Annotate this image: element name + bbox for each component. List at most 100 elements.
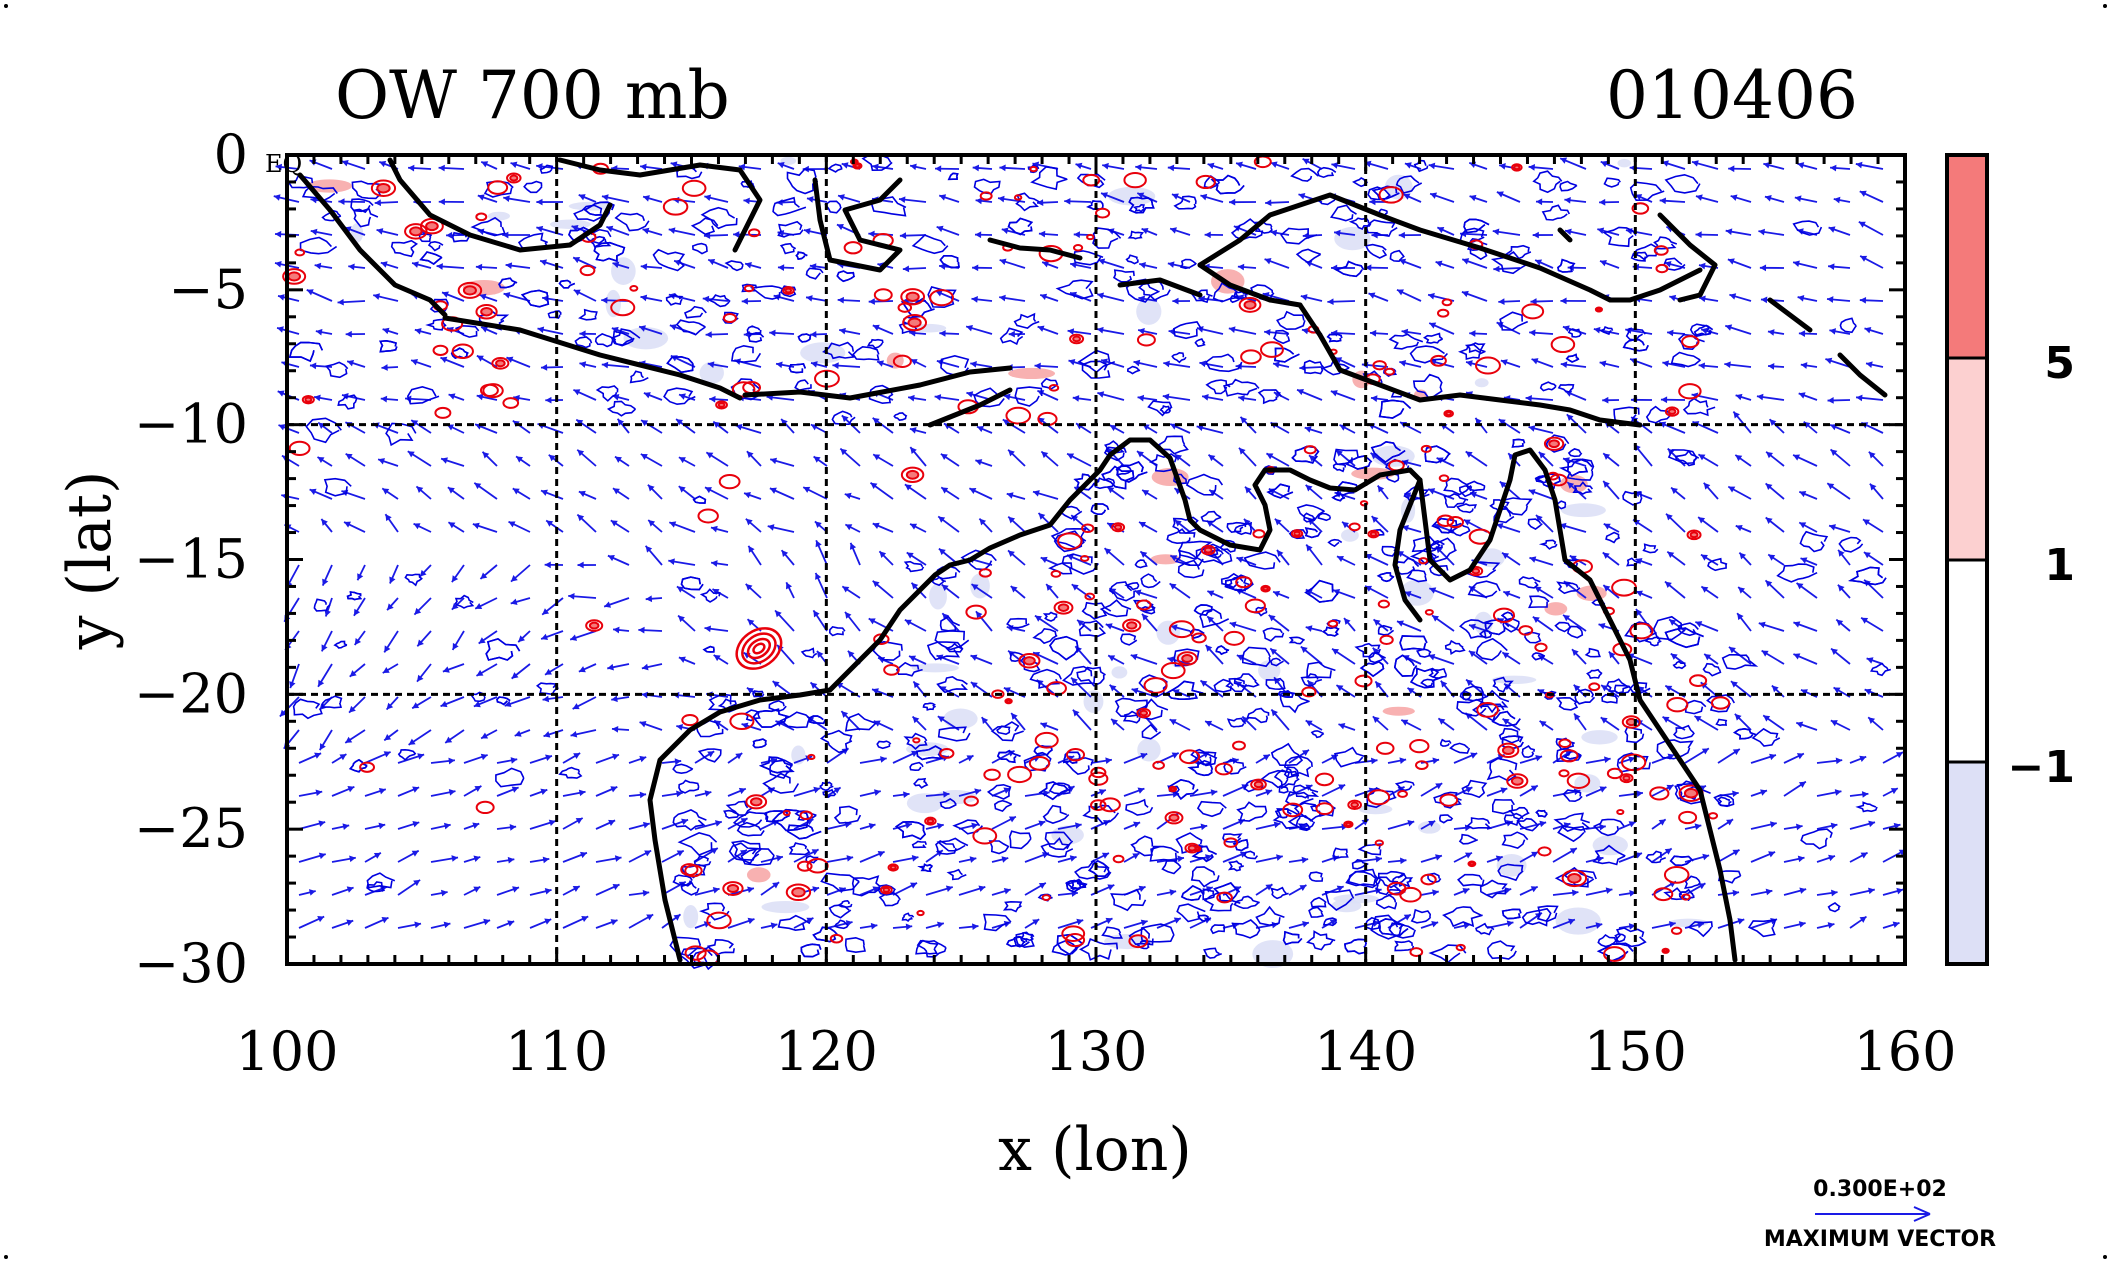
wind-vector-head	[1827, 922, 1835, 929]
wind-vector-head	[278, 424, 286, 431]
positive-contour	[1005, 406, 1032, 425]
wind-vector-head	[974, 788, 982, 795]
wind-vector-head	[514, 730, 522, 737]
negative-contour	[1364, 243, 1388, 259]
positive-contour	[1168, 620, 1195, 639]
wind-vector-head	[781, 550, 789, 558]
positive-fill-patch	[1544, 602, 1568, 616]
wind-vector-head	[345, 736, 353, 743]
negative-contour	[934, 630, 970, 651]
wind-vector-head	[321, 518, 328, 526]
wind-vector-head	[1603, 453, 1611, 460]
negative-contour	[425, 318, 447, 331]
wind-vector-head	[842, 586, 850, 593]
wind-vector-head	[479, 293, 487, 301]
wind-vector-head	[841, 415, 849, 423]
wind-vector-head	[673, 914, 681, 921]
wind-vector-head	[1373, 619, 1381, 626]
wind-vector-head	[1101, 852, 1109, 859]
negative-contour	[1243, 551, 1281, 570]
wind-vector-head	[1040, 722, 1048, 729]
wind-vector-head	[803, 486, 811, 493]
wind-vector-head	[443, 921, 451, 929]
wind-vector-head	[939, 194, 947, 201]
wind-vector-head	[971, 822, 979, 830]
wind-vector-head	[1729, 293, 1737, 300]
negative-contour	[1475, 922, 1495, 936]
negative-contour	[1605, 531, 1621, 544]
wind-vector-head	[1701, 748, 1709, 755]
negative-contour	[1226, 717, 1247, 728]
negative-contour	[1128, 196, 1155, 214]
wind-vector-head	[357, 573, 364, 581]
wind-vector-head	[1142, 489, 1150, 497]
wind-vector-head	[970, 682, 978, 689]
negative-contour	[1136, 698, 1169, 721]
negative-contour	[1438, 814, 1454, 824]
wind-vector-head	[966, 755, 974, 762]
negative-contour	[1177, 559, 1205, 579]
negative-contour	[1276, 689, 1294, 698]
negative-contour	[1370, 914, 1402, 940]
wind-vector-head	[341, 393, 349, 400]
negative-contour	[1501, 831, 1529, 849]
positive-contour	[1347, 799, 1362, 811]
positive-contour	[715, 400, 728, 410]
negative-contour	[1273, 329, 1291, 345]
negative-contour	[990, 721, 1024, 742]
negative-contour	[1304, 527, 1322, 539]
wind-vector-head	[482, 451, 490, 459]
negative-contour	[1653, 236, 1678, 250]
wind-vector-head	[1530, 886, 1538, 893]
negative-contour	[1110, 888, 1147, 912]
wind-vector-head	[747, 917, 755, 925]
negative-contour	[1456, 503, 1477, 514]
negative-contour	[1463, 218, 1490, 234]
wind-vector-head	[767, 524, 775, 531]
wind-vector-head	[1236, 556, 1244, 563]
wind-vector-head	[442, 666, 450, 673]
wind-vector-head	[1266, 453, 1274, 460]
negative-contour	[1377, 624, 1395, 636]
negative-contour	[1173, 195, 1197, 210]
wind-vector-head	[1109, 425, 1117, 432]
negative-contour	[612, 330, 635, 346]
positive-contour	[432, 344, 449, 356]
positive-contour	[1084, 592, 1096, 601]
negative-contour	[1687, 921, 1713, 938]
negative-contour	[1374, 876, 1402, 896]
negative-contour	[844, 712, 877, 732]
wind-vector-head	[873, 454, 881, 461]
negative-contour	[1127, 230, 1144, 240]
wind-vector-head	[641, 420, 649, 427]
negative-contour	[1332, 462, 1347, 473]
positive-contour	[1028, 755, 1051, 771]
negative-contour	[1074, 859, 1112, 880]
negative-contour	[1310, 896, 1327, 908]
colorbar-segment-low	[1947, 762, 1987, 964]
wind-vector-head	[473, 855, 481, 862]
wind-vector-head	[1297, 388, 1304, 396]
negative-contour	[996, 725, 1011, 736]
wind-vector-head	[1469, 194, 1477, 202]
wind-vector-head	[1859, 190, 1867, 197]
negative-contour	[779, 242, 797, 255]
wind-vector-head	[509, 824, 517, 831]
wind-vector-head	[1567, 482, 1575, 489]
wind-vector-head	[1200, 823, 1208, 831]
positive-contour	[1550, 336, 1576, 354]
wind-vector-head	[1701, 586, 1709, 593]
wind-vector-head	[516, 456, 524, 463]
negative-contour	[1223, 378, 1260, 397]
negative-contour	[1567, 328, 1582, 338]
wind-vector-head	[1539, 820, 1547, 828]
wind-vector-head	[1560, 157, 1568, 164]
negative-contour	[1062, 751, 1083, 764]
negative-contour	[1213, 882, 1241, 902]
wind-vector-head	[1377, 485, 1385, 493]
wind-vector-head	[1868, 717, 1876, 724]
wind-vector-head	[1068, 358, 1076, 366]
negative-contour	[1503, 812, 1524, 827]
wind-vector-head	[451, 602, 459, 610]
wind-vector-head	[668, 558, 675, 565]
